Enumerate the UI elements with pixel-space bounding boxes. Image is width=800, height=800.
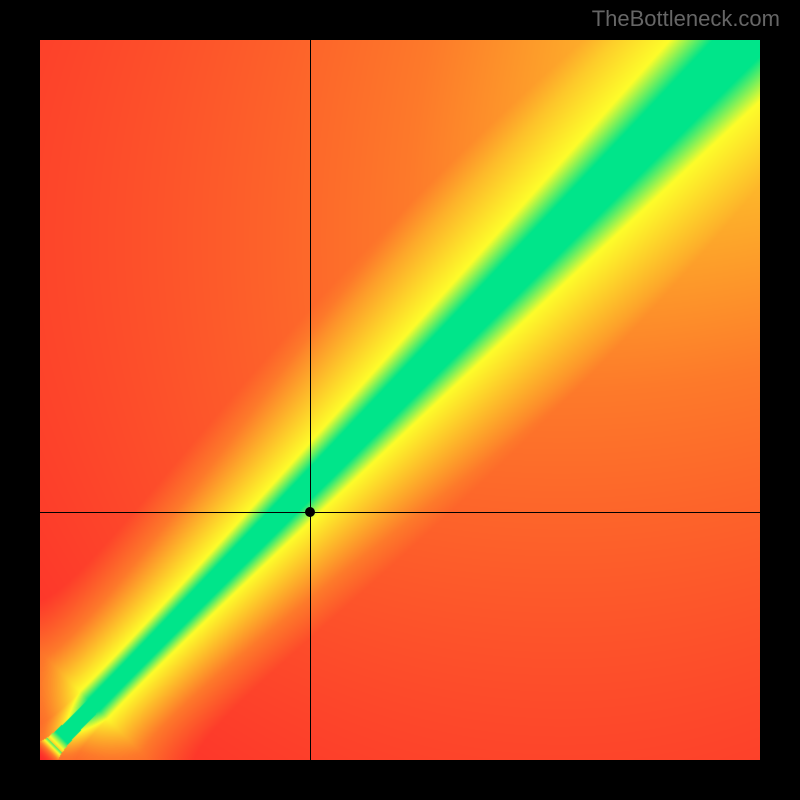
heatmap-canvas bbox=[40, 40, 760, 760]
chart-container: TheBottleneck.com bbox=[0, 0, 800, 800]
crosshair-horizontal bbox=[40, 512, 760, 513]
plot-area bbox=[40, 40, 760, 760]
watermark-text: TheBottleneck.com bbox=[592, 6, 780, 32]
crosshair-vertical bbox=[310, 40, 311, 760]
crosshair-marker bbox=[305, 507, 315, 517]
